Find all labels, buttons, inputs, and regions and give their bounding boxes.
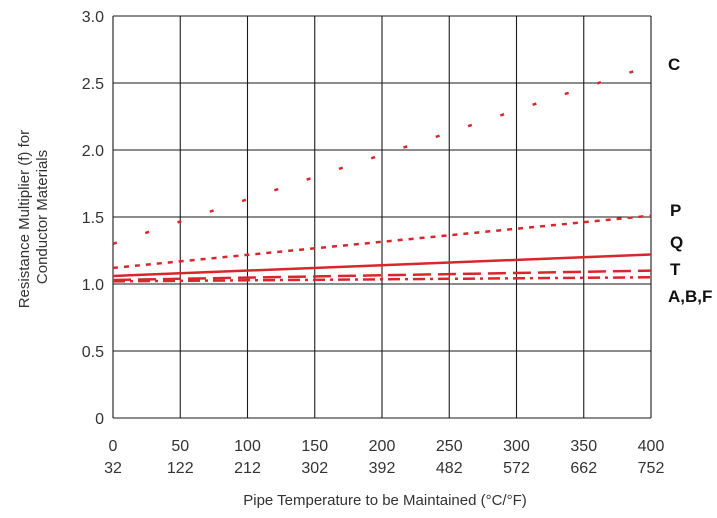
x-axis-title: Pipe Temperature to be Maintained (°C/°F… (243, 492, 527, 509)
y-axis-title: Resistance Multiplier (f) for Conductor … (16, 126, 51, 309)
series-label: A,B,F (668, 287, 712, 306)
y-tick-label: 3.0 (82, 9, 104, 26)
series-label: C (668, 55, 680, 74)
x-tick-label-fahrenheit: 662 (570, 460, 597, 477)
y-tick-label: 2.0 (82, 143, 104, 160)
x-tick-labels: 0 32 50 122 100 212 150 302 200 392 250 482 300 572 35… (104, 438, 664, 477)
y-tick-label: 0 (95, 411, 104, 428)
series-label: Q (670, 233, 683, 252)
y-tick-label: 0.5 (82, 344, 104, 361)
y-axis-title-line-1: Resistance Multiplier (f) for (16, 130, 33, 308)
x-tick-label-celsius: 50 (171, 438, 189, 455)
x-tick-label-celsius: 300 (503, 438, 530, 455)
series-labels: C PQT A,B,F (668, 55, 712, 306)
series-line-t (112, 269, 652, 282)
series-line-a-b-f (112, 276, 652, 283)
x-tick-label-fahrenheit: 32 (104, 460, 122, 477)
y-tick-label: 2.5 (82, 76, 104, 93)
x-tick-label-celsius: 400 (638, 438, 665, 455)
series-line-p (112, 214, 652, 270)
x-tick-label-celsius: 250 (436, 438, 463, 455)
x-tick-label-celsius: 150 (301, 438, 328, 455)
y-tick-label: 1.5 (82, 210, 104, 227)
y-tick-labels: 0 0.5 1.0 1.5 2.0 2.5 3.0 (82, 9, 104, 428)
grid (112, 15, 652, 419)
x-tick-label-celsius: 200 (369, 438, 396, 455)
x-tick-label-fahrenheit: 212 (234, 460, 261, 477)
x-tick-label-fahrenheit: 482 (436, 460, 463, 477)
x-tick-label-fahrenheit: 572 (503, 460, 530, 477)
x-tick-label-fahrenheit: 122 (167, 460, 194, 477)
x-tick-label-fahrenheit: 752 (638, 460, 665, 477)
x-tick-label-fahrenheit: 392 (369, 460, 396, 477)
x-tick-label-celsius: 100 (234, 438, 261, 455)
x-tick-label-celsius: 0 (109, 438, 118, 455)
x-tick-label-fahrenheit: 302 (301, 460, 328, 477)
series-label: P (670, 201, 681, 220)
series-label: T (670, 260, 681, 279)
x-tick-label-celsius: 350 (570, 438, 597, 455)
series-line-q (112, 253, 652, 278)
y-tick-label: 1.0 (82, 277, 104, 294)
series-lines (112, 64, 652, 283)
y-axis-title-line-2: Conductor Materials (34, 150, 51, 284)
